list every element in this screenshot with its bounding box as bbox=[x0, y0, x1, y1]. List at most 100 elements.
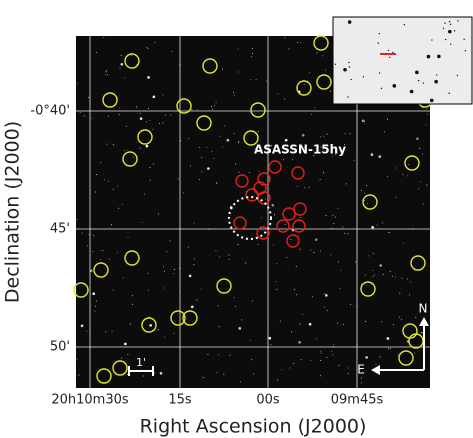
star bbox=[284, 223, 286, 225]
star bbox=[361, 119, 365, 123]
star bbox=[391, 275, 393, 277]
star bbox=[277, 93, 279, 95]
star bbox=[402, 242, 404, 244]
comparison-circle bbox=[313, 35, 329, 51]
star bbox=[379, 264, 383, 267]
star bbox=[163, 287, 165, 289]
star bbox=[81, 232, 83, 234]
star bbox=[116, 252, 118, 254]
star bbox=[419, 147, 421, 149]
star bbox=[119, 107, 121, 109]
star bbox=[188, 137, 190, 139]
star bbox=[229, 354, 231, 356]
star bbox=[339, 287, 341, 289]
star bbox=[332, 354, 334, 356]
star bbox=[92, 251, 94, 253]
star bbox=[370, 153, 374, 157]
star bbox=[308, 322, 312, 326]
star bbox=[126, 149, 128, 151]
star bbox=[254, 148, 256, 150]
star bbox=[288, 48, 290, 50]
star bbox=[238, 142, 240, 144]
inset-star bbox=[377, 42, 379, 44]
inset-star bbox=[334, 63, 337, 66]
y-tick-label: 50' bbox=[50, 340, 70, 355]
star bbox=[106, 74, 108, 76]
star bbox=[196, 108, 198, 110]
star bbox=[219, 135, 221, 137]
comparison-circle bbox=[398, 350, 414, 366]
star bbox=[418, 188, 420, 190]
inset-star bbox=[448, 92, 450, 94]
star bbox=[200, 288, 202, 290]
star bbox=[253, 373, 255, 375]
star bbox=[337, 207, 339, 209]
star bbox=[196, 299, 198, 301]
comparison-circle bbox=[176, 98, 192, 114]
star bbox=[320, 146, 322, 148]
candidate-circle bbox=[268, 160, 282, 174]
inset-star bbox=[409, 89, 414, 94]
candidate-circles bbox=[233, 160, 307, 248]
star bbox=[320, 359, 322, 361]
star bbox=[107, 180, 109, 182]
inset-star bbox=[456, 74, 459, 77]
star bbox=[177, 178, 179, 180]
star bbox=[316, 338, 318, 340]
star bbox=[226, 138, 230, 142]
star bbox=[299, 323, 301, 325]
star bbox=[217, 305, 219, 307]
star bbox=[275, 281, 277, 283]
star bbox=[206, 146, 208, 148]
star bbox=[299, 248, 301, 250]
x-tick-label: 20h10m30s bbox=[51, 393, 129, 408]
star bbox=[300, 42, 302, 44]
star bbox=[118, 114, 120, 116]
inset-star bbox=[389, 56, 391, 59]
star bbox=[409, 294, 411, 296]
star bbox=[190, 165, 192, 167]
star bbox=[152, 95, 156, 99]
star bbox=[94, 191, 96, 193]
star bbox=[355, 261, 357, 263]
star bbox=[92, 292, 96, 296]
star bbox=[218, 256, 220, 258]
star bbox=[136, 106, 138, 108]
star bbox=[286, 256, 288, 258]
star bbox=[234, 305, 236, 307]
star bbox=[402, 174, 404, 176]
star bbox=[86, 245, 88, 247]
star bbox=[201, 157, 203, 159]
star bbox=[158, 213, 160, 215]
star bbox=[332, 214, 334, 216]
star bbox=[296, 294, 298, 296]
star bbox=[237, 48, 239, 50]
star bbox=[163, 270, 165, 272]
star bbox=[384, 131, 386, 133]
star bbox=[310, 360, 312, 362]
star bbox=[292, 158, 294, 160]
star bbox=[290, 238, 292, 240]
star bbox=[362, 120, 364, 122]
star bbox=[319, 136, 321, 138]
star bbox=[386, 118, 388, 120]
star bbox=[80, 324, 84, 328]
star bbox=[392, 324, 394, 326]
inset-star bbox=[435, 74, 438, 76]
star bbox=[79, 112, 81, 114]
star bbox=[342, 323, 344, 325]
star bbox=[320, 250, 322, 252]
star bbox=[173, 332, 175, 334]
star bbox=[379, 356, 381, 358]
comparison-circle bbox=[360, 281, 376, 297]
star bbox=[281, 369, 283, 371]
star bbox=[141, 221, 143, 223]
star bbox=[398, 316, 400, 318]
star bbox=[389, 270, 391, 272]
candidate-circle bbox=[245, 188, 259, 202]
star bbox=[414, 352, 416, 354]
comparison-circle bbox=[182, 310, 198, 326]
star bbox=[211, 151, 213, 153]
star bbox=[127, 373, 129, 375]
star bbox=[342, 226, 344, 228]
